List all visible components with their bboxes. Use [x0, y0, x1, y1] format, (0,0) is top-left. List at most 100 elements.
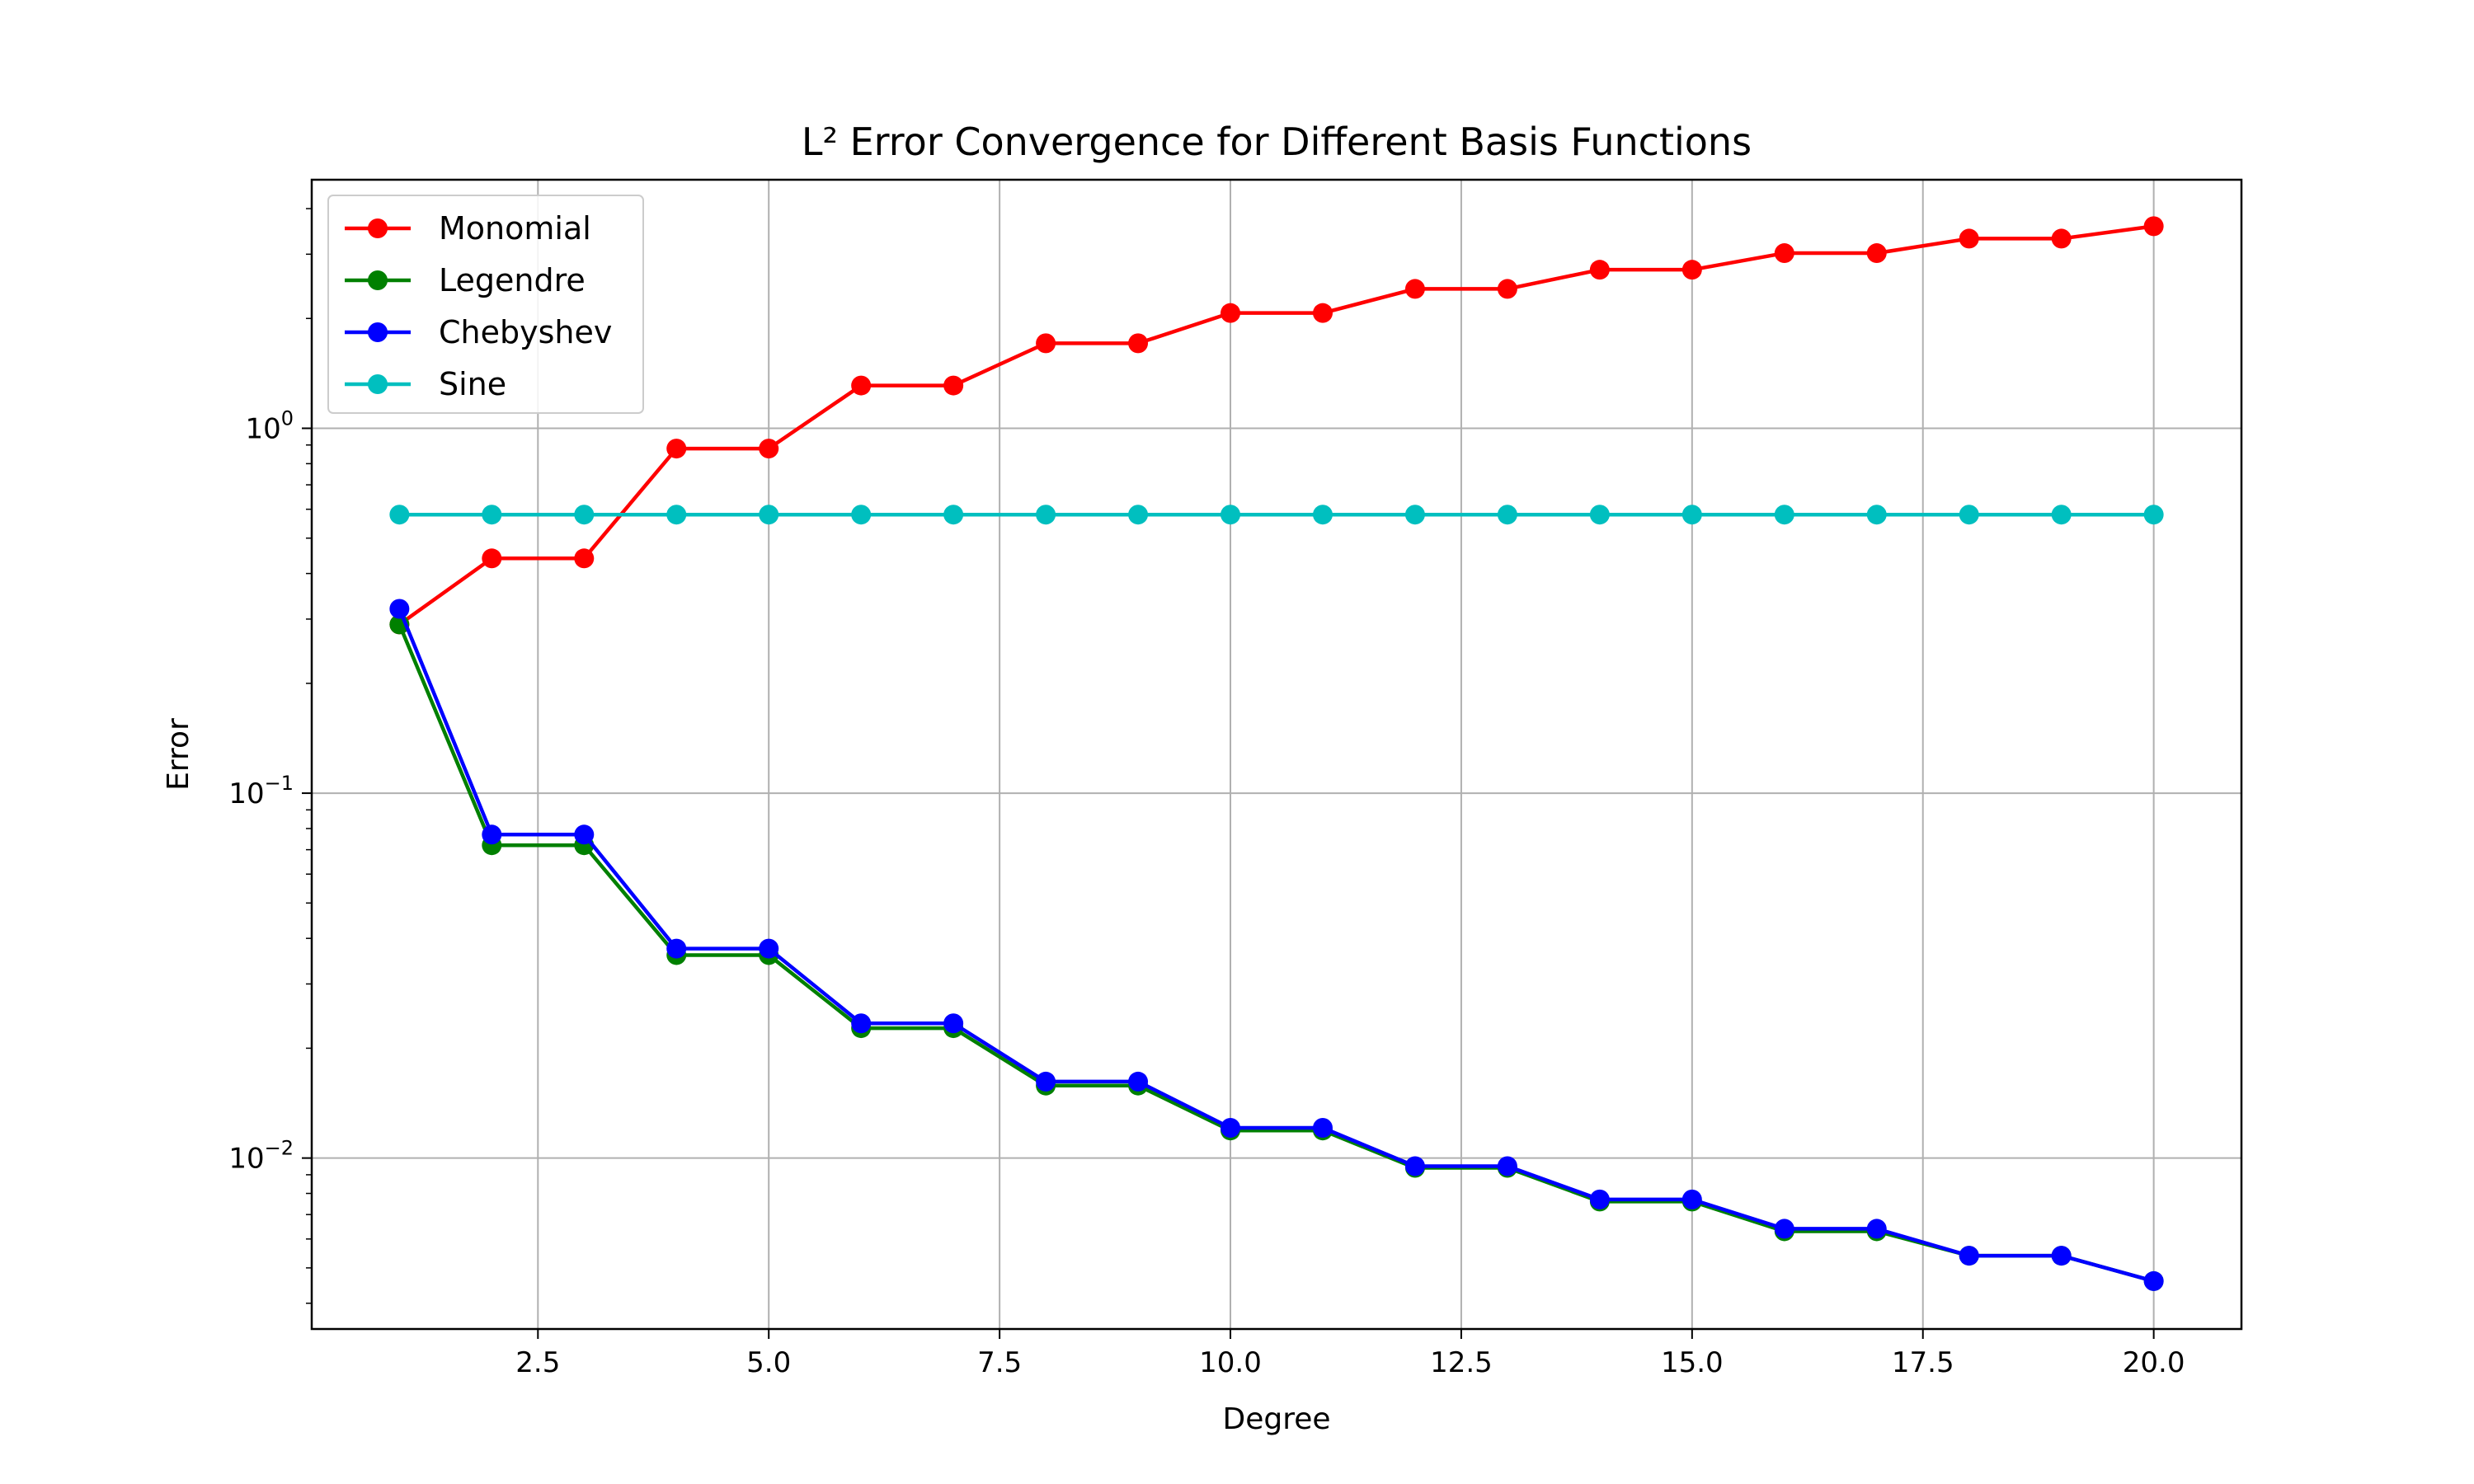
data-point [1497, 505, 1517, 525]
series-monomial [389, 216, 2164, 635]
legend-marker [368, 322, 388, 342]
data-point [482, 505, 502, 525]
data-point [759, 505, 779, 525]
data-point [1589, 505, 1610, 525]
x-axis-label: Degree [1222, 1402, 1330, 1436]
y-tick-exponent: 0 [281, 406, 294, 430]
x-tick-label: 12.5 [1430, 1346, 1493, 1379]
data-point [574, 824, 595, 845]
y-tick-label: 10−2 [228, 1137, 294, 1176]
data-point [482, 548, 502, 569]
data-point [851, 375, 872, 396]
data-point [759, 938, 779, 959]
legend-item: Monomial [345, 210, 591, 247]
data-point [1312, 1118, 1333, 1139]
x-tick-label: 5.0 [746, 1346, 791, 1379]
data-point [1312, 303, 1333, 323]
legend-marker [368, 270, 388, 290]
y-tick-exponent: −2 [265, 1137, 294, 1160]
legend-item: Sine [345, 366, 506, 402]
x-tick-label: 10.0 [1199, 1346, 1262, 1379]
legend-label: Monomial [439, 210, 591, 247]
legend-marker [368, 218, 388, 238]
legend-marker [368, 374, 388, 394]
data-point [2051, 228, 2072, 249]
data-point [1128, 505, 1149, 525]
data-point [389, 599, 410, 619]
grid-lines [312, 180, 2241, 1329]
data-point [2051, 1246, 2072, 1266]
data-point [1681, 260, 1702, 280]
y-tick-exponent: −1 [265, 772, 294, 795]
y-axis-label: Error [162, 718, 195, 791]
data-point [574, 505, 595, 525]
data-point [1866, 243, 1887, 264]
chart-title: L² Error Convergence for Different Basis… [802, 120, 1752, 164]
data-point [666, 439, 687, 459]
data-point [666, 505, 687, 525]
data-point [1959, 505, 1979, 525]
data-point [1866, 505, 1887, 525]
data-point [1959, 228, 1979, 249]
data-point [574, 548, 595, 569]
data-point [1497, 279, 1517, 299]
legend-label: Sine [439, 366, 506, 402]
data-point [1774, 505, 1794, 525]
data-point [1312, 505, 1333, 525]
data-point [1221, 505, 1241, 525]
data-point [482, 824, 502, 845]
data-point [2051, 505, 2072, 525]
series-chebyshev [389, 599, 2164, 1291]
series-line [397, 608, 2155, 1284]
series-sine [389, 505, 2164, 525]
data-point [1774, 243, 1794, 264]
data-point [851, 1013, 872, 1034]
data-point [1404, 505, 1425, 525]
data-point [1036, 505, 1056, 525]
legend-label: Chebyshev [439, 314, 612, 350]
data-point [943, 375, 964, 396]
data-point [2143, 216, 2164, 237]
data-point [759, 439, 779, 459]
legend-item: Chebyshev [345, 314, 612, 350]
x-tick-label: 2.5 [515, 1346, 560, 1379]
data-point [1036, 333, 1056, 354]
x-tick-label: 20.0 [2123, 1346, 2185, 1379]
x-tick-label: 7.5 [977, 1346, 1022, 1379]
y-tick-base: 10 [228, 777, 264, 810]
y-tick-label: 10−1 [228, 772, 294, 810]
data-point [943, 505, 964, 525]
data-point [1497, 1156, 1517, 1176]
data-point [943, 1013, 964, 1034]
data-point [1589, 1189, 1610, 1209]
data-point [2143, 505, 2164, 525]
data-point [1036, 1071, 1056, 1092]
series-legendre [389, 614, 2164, 1291]
data-point [1866, 1219, 1887, 1239]
series-line [397, 623, 2155, 1284]
y-tick-base: 10 [228, 1143, 264, 1176]
data-point [1681, 1189, 1702, 1209]
x-tick-label: 15.0 [1661, 1346, 1724, 1379]
y-tick-base: 10 [245, 412, 280, 445]
legend-box [327, 195, 644, 414]
legend-label: Legendre [439, 262, 586, 298]
data-point [1128, 333, 1149, 354]
data-point [666, 938, 687, 959]
data-point [1221, 303, 1241, 323]
data-point [851, 505, 872, 525]
data-point [1128, 1071, 1149, 1092]
data-point [1589, 260, 1610, 280]
y-tick-label: 100 [245, 406, 294, 445]
data-point [1774, 1219, 1794, 1239]
data-point [1404, 279, 1425, 299]
data-point [1959, 1246, 1979, 1266]
data-point [1681, 505, 1702, 525]
data-point [2143, 1270, 2164, 1291]
plot-frame [310, 178, 2243, 1331]
legend: Monomial Legendre Chebyshev Sine [327, 195, 644, 414]
series-line [398, 224, 2154, 627]
